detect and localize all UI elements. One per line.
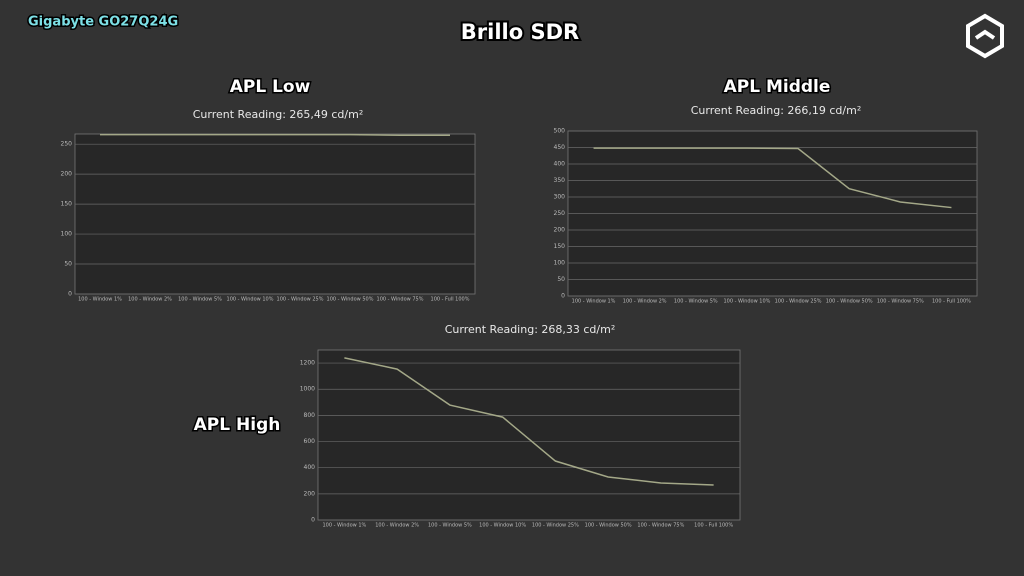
x-tick-label: 100 - Window 5%: [428, 523, 472, 529]
x-tick-label: 100 - Window 75%: [377, 297, 424, 303]
brand: Gigabyte GO27Q24G: [28, 15, 178, 30]
x-tick-label: 100 - Window 50%: [585, 523, 632, 529]
y-tick-label: 100: [61, 231, 73, 238]
plot-area: [317, 349, 741, 521]
y-tick-label: 400: [554, 161, 566, 168]
x-tick-label: 100 - Window 1%: [322, 523, 366, 529]
x-tick-label: 100 - Full 100%: [932, 299, 971, 305]
x-tick-label: 100 - Window 2%: [623, 299, 667, 305]
x-tick-label: 100 - Window 5%: [178, 297, 222, 303]
y-tick-label: 500: [554, 128, 566, 135]
chart-title: APL Low: [230, 77, 311, 97]
x-tick-label: 100 - Window 50%: [826, 299, 873, 305]
y-tick-label: 250: [554, 210, 566, 217]
chart-title: APL High: [194, 415, 281, 435]
x-tick-label: 100 - Full 100%: [694, 523, 733, 529]
y-tick-label: 50: [557, 276, 565, 283]
y-tick-label: 0: [68, 291, 72, 298]
x-tick-label: 100 - Window 25%: [775, 299, 822, 305]
x-tick-label: 100 - Window 1%: [78, 297, 122, 303]
logo: [966, 13, 1004, 59]
plot-area: [74, 133, 476, 295]
x-tick-label: 100 - Window 25%: [277, 297, 324, 303]
y-tick-label: 200: [304, 490, 316, 497]
y-tick-label: 450: [554, 144, 566, 151]
y-tick-label: 150: [554, 243, 566, 250]
x-tick-label: 100 - Window 10%: [479, 523, 526, 529]
data-line: [100, 133, 450, 136]
x-tick-label: 100 - Window 10%: [723, 299, 770, 305]
y-tick-label: 0: [561, 293, 565, 300]
x-tick-label: 100 - Window 2%: [375, 523, 419, 529]
x-tick-label: 100 - Window 75%: [637, 523, 684, 529]
x-tick-label: 100 - Window 25%: [532, 523, 579, 529]
y-tick-label: 200: [61, 171, 73, 178]
data-line: [593, 147, 952, 209]
x-tick-label: 100 - Window 75%: [877, 299, 924, 305]
x-tick-label: 100 - Window 2%: [128, 297, 172, 303]
y-tick-label: 350: [554, 177, 566, 184]
x-tick-label: 100 - Window 10%: [227, 297, 274, 303]
y-tick-label: 1200: [300, 360, 315, 367]
x-tick-label: 100 - Window 1%: [572, 299, 616, 305]
chart-title: APL Middle: [724, 77, 831, 97]
y-tick-label: 200: [554, 227, 566, 234]
y-tick-label: 100: [554, 260, 566, 267]
y-tick-label: 50: [64, 261, 72, 268]
y-tick-label: 400: [304, 464, 316, 471]
y-tick-label: 300: [554, 194, 566, 201]
chart-subtitle: Current Reading: 265,49 cd/m²: [193, 108, 364, 121]
y-tick-label: 150: [61, 201, 73, 208]
y-tick-label: 1000: [300, 386, 315, 393]
x-tick-label: 100 - Window 5%: [674, 299, 718, 305]
y-tick-label: 600: [304, 438, 316, 445]
y-tick-label: 0: [311, 517, 315, 524]
x-tick-label: 100 - Window 50%: [327, 297, 374, 303]
x-tick-label: 100 - Full 100%: [431, 297, 470, 303]
chart-subtitle: Current Reading: 268,33 cd/m²: [445, 323, 616, 336]
main-title: Brillo SDR: [461, 20, 579, 44]
y-tick-label: 250: [61, 141, 73, 148]
y-tick-label: 800: [304, 412, 316, 419]
chart-subtitle: Current Reading: 266,19 cd/m²: [691, 104, 862, 117]
data-line: [344, 357, 714, 486]
